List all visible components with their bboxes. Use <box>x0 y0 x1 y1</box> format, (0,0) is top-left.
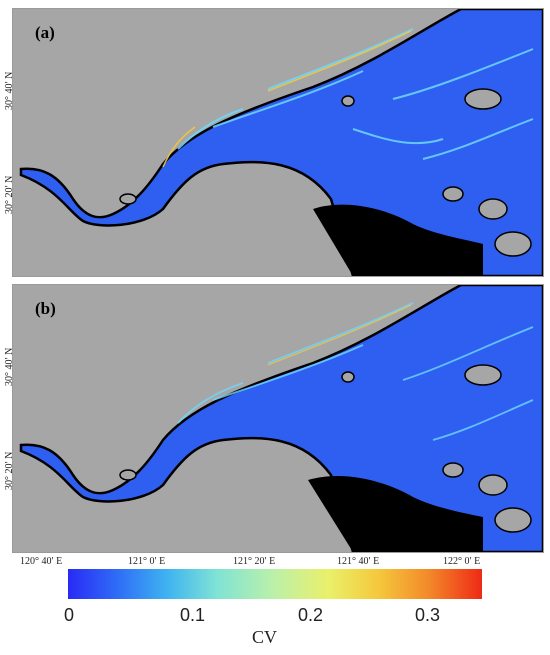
high-cv-edge <box>267 304 412 366</box>
y-tick-b-30-40: 30° 40′ N <box>4 347 15 386</box>
islands <box>119 88 532 257</box>
x-tick-120-40: 120° 40′ E <box>20 556 63 567</box>
estuary-water <box>19 285 543 552</box>
colorbar-tick-0: 0 <box>64 605 75 625</box>
cv-map-b <box>13 285 543 552</box>
cv-map-a <box>13 9 543 276</box>
colorbar <box>68 569 482 599</box>
map-panel-a: (a) <box>12 8 544 277</box>
x-tick-121-00: 121° 0′ E <box>128 556 166 567</box>
current-streaks <box>177 302 534 441</box>
islands <box>119 364 532 533</box>
masked-shallows <box>313 204 483 276</box>
panel-label-b: (b) <box>35 299 56 318</box>
colorbar-title: CV <box>252 627 278 647</box>
colorbar-tick-0.1: 0.1 <box>180 605 206 625</box>
y-tick-a-30-40: 30° 40′ N <box>4 71 15 110</box>
panel-label-a: (a) <box>35 23 55 42</box>
current-streaks <box>177 28 534 160</box>
estuary-water <box>19 9 543 276</box>
x-tick-122-00: 122° 0′ E <box>443 556 481 567</box>
map-panel-b: (b) <box>12 284 544 553</box>
x-tick-121-40: 121° 40′ E <box>337 556 380 567</box>
masked-shallows <box>308 476 483 552</box>
colorbar-tick-0.2: 0.2 <box>298 605 324 625</box>
x-tick-121-20: 121° 20′ E <box>233 556 276 567</box>
y-tick-b-30-20: 30° 20′ N <box>4 451 15 490</box>
high-cv-edge <box>162 30 412 168</box>
y-tick-a-30-20: 30° 20′ N <box>4 175 15 214</box>
colorbar-tick-0.3: 0.3 <box>415 605 441 625</box>
